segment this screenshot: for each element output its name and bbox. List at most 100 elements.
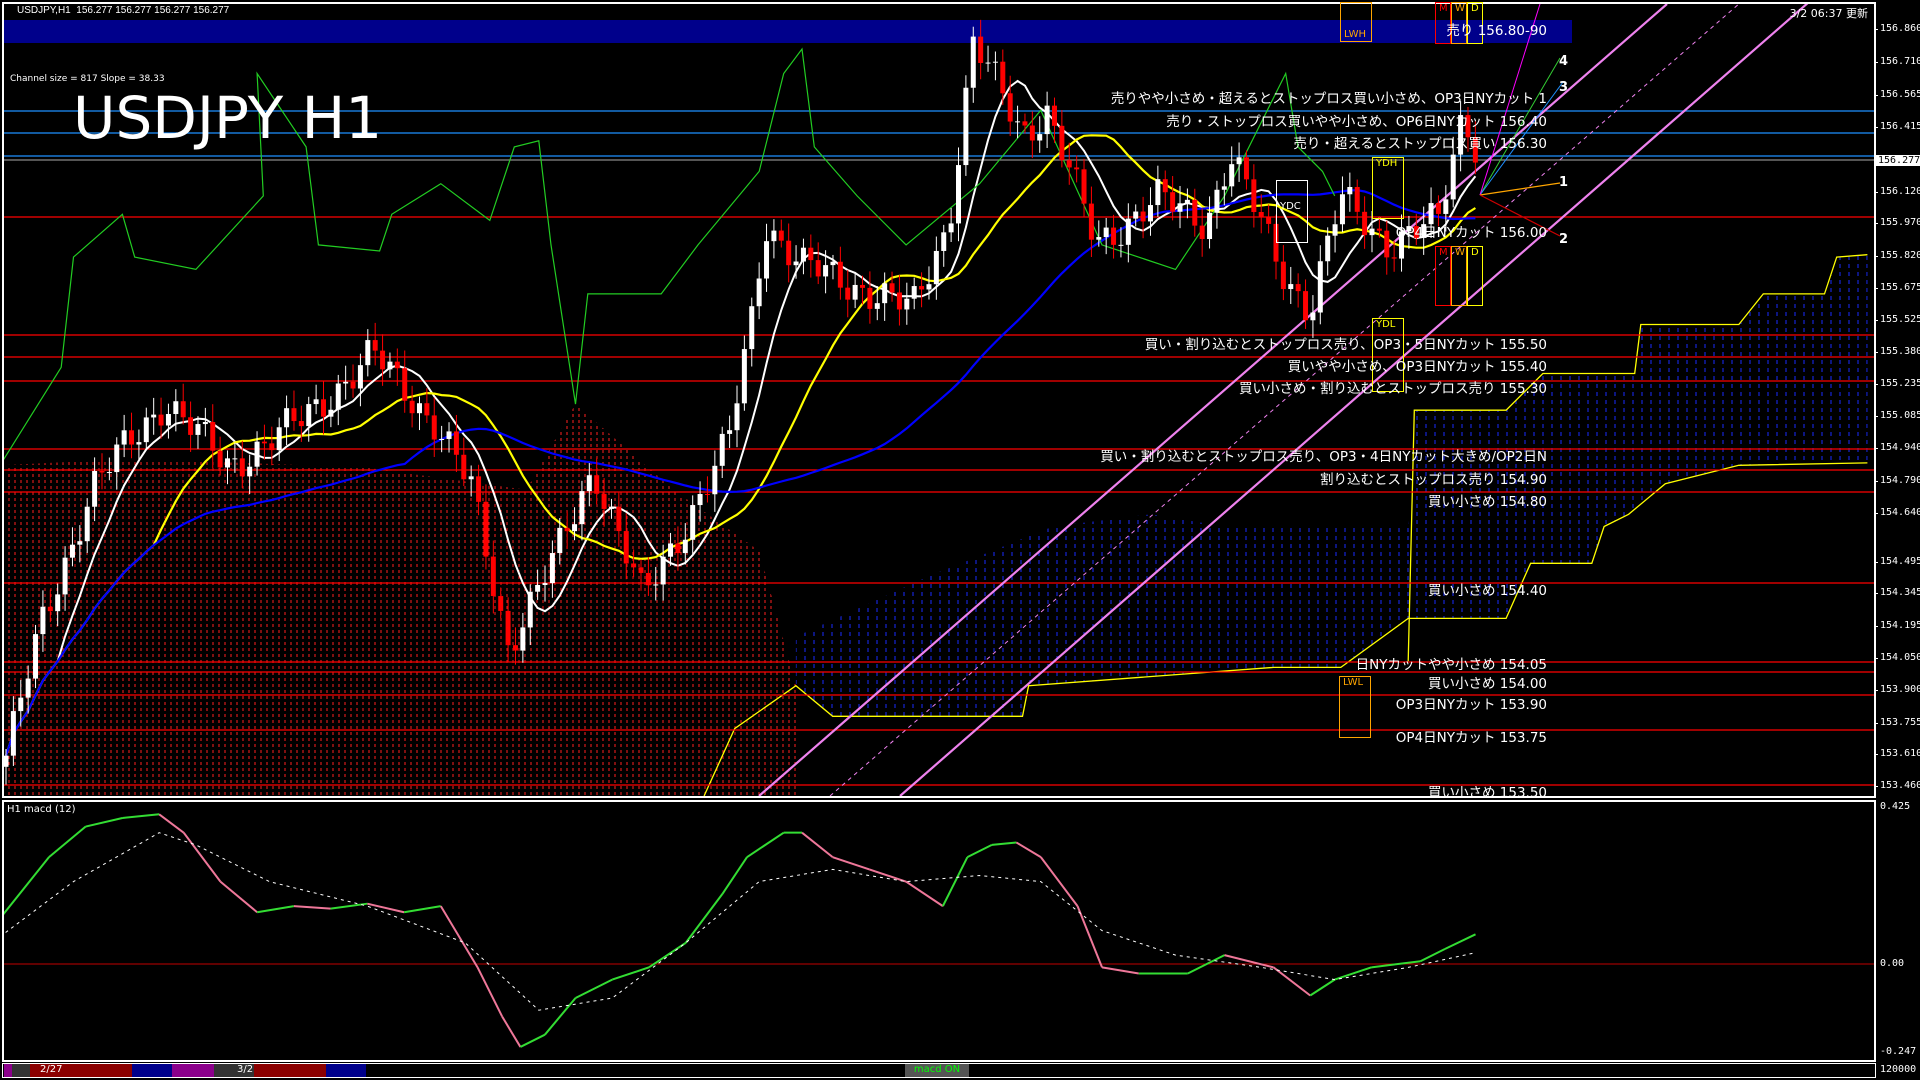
chart-title: USDJPY H1 <box>73 84 383 152</box>
macd-line-segment <box>501 1015 522 1048</box>
candle-body <box>933 250 939 285</box>
w-label-lower: W <box>1455 247 1465 258</box>
candle-body <box>25 678 31 698</box>
axis-tick <box>1874 658 1878 659</box>
macd-line-segment <box>1224 954 1274 969</box>
candle-body <box>882 283 888 304</box>
candle-body <box>978 36 984 63</box>
ydc-label: YDC <box>1280 201 1301 212</box>
fan-line-2 <box>1479 194 1561 237</box>
axis-tick <box>1874 192 1878 193</box>
candle-body <box>151 414 157 418</box>
candle-body <box>1310 312 1316 321</box>
candle-body <box>800 247 806 262</box>
m-box-lower: M <box>1435 246 1451 306</box>
price-axis-label: 155.820 <box>1880 250 1920 261</box>
macd-line-segment <box>1101 966 1139 975</box>
candle-body <box>557 527 563 554</box>
candle-body <box>1000 61 1006 94</box>
price-chart-panel[interactable] <box>2 2 1876 798</box>
candle-body <box>1066 160 1072 168</box>
price-axis-label: 156.710 <box>1880 56 1920 67</box>
candle-body <box>165 414 171 426</box>
price-axis-label: 154.940 <box>1880 442 1920 453</box>
candle-body <box>402 368 408 401</box>
price-axis-label: 156.565 <box>1880 89 1920 100</box>
candle-body <box>845 287 851 300</box>
cloud-span-a-line <box>1407 254 1868 662</box>
candle-body <box>232 458 238 460</box>
candle-body <box>121 430 127 445</box>
ohlc-values: 156.277 156.277 156.277 156.277 <box>76 5 230 16</box>
axis-tick <box>1874 95 1878 96</box>
macd-line-segment <box>219 880 258 914</box>
candle-body <box>734 403 740 431</box>
candle-body <box>712 465 718 495</box>
w-box-lower: W <box>1451 246 1467 306</box>
candle-body <box>1362 211 1368 236</box>
price-axis-label: 155.380 <box>1880 346 1920 357</box>
candle-body <box>1229 164 1235 187</box>
candle-body <box>483 501 489 557</box>
candle-body <box>1435 203 1441 214</box>
candle-body <box>808 247 814 261</box>
axis-tick <box>1874 513 1878 514</box>
candle-body <box>1458 115 1464 155</box>
macd-line-segment <box>966 844 993 859</box>
macd-line-segment <box>801 831 834 858</box>
candle-body <box>1450 154 1456 200</box>
session-segment <box>12 1064 30 1077</box>
candle-body <box>1133 211 1139 219</box>
candle-body <box>446 431 452 439</box>
candle-body <box>380 350 386 370</box>
macd-line-segment <box>575 978 613 999</box>
price-axis-label: 153.610 <box>1880 748 1920 759</box>
candle-body <box>40 606 46 635</box>
macd-line-segment <box>4 856 50 915</box>
candle-body <box>1111 227 1117 245</box>
candle-body <box>889 283 895 293</box>
candle-body <box>247 466 253 477</box>
candle-body <box>92 471 98 507</box>
macd-line-segment <box>1040 856 1079 907</box>
candle-body <box>535 585 541 592</box>
macd-toggle-button[interactable]: macd ON <box>905 1064 969 1077</box>
candle-body <box>1243 157 1249 180</box>
d-label-lower: D <box>1471 247 1479 258</box>
candle-body <box>350 381 356 389</box>
candle-body <box>1472 137 1478 163</box>
axis-tick <box>1874 320 1878 321</box>
candle-body <box>1295 284 1301 292</box>
candle-body <box>4 755 9 767</box>
macd-line-segment <box>1076 905 1103 968</box>
axis-tick <box>1874 29 1878 30</box>
price-axis-label: 155.085 <box>1880 410 1920 421</box>
channel-lower-line <box>899 4 1809 796</box>
candle-body <box>188 417 194 435</box>
candle-body <box>837 261 843 288</box>
candle-body <box>1413 226 1419 238</box>
macd-line-segment <box>832 856 870 871</box>
candle-body <box>1354 187 1360 212</box>
d-box-lower: D <box>1467 246 1483 306</box>
macd-panel[interactable] <box>2 800 1876 1062</box>
candle-body <box>860 284 866 288</box>
price-axis-label: 154.345 <box>1880 587 1920 598</box>
candle-body <box>638 567 644 573</box>
candle-body <box>867 287 873 309</box>
cloud-span-b-line <box>703 462 1868 796</box>
candle-body <box>1428 203 1434 225</box>
macd-signal-line <box>4 832 1476 1011</box>
ma-long-line <box>4 189 1476 757</box>
macd-line-segment <box>1444 933 1476 950</box>
candle-body <box>409 400 415 414</box>
candle-body <box>321 399 327 417</box>
axis-tick <box>1874 593 1878 594</box>
axis-tick <box>1874 416 1878 417</box>
candle-body <box>180 401 186 418</box>
level-label: 買い小さめ・割り込むとストップロス売り 155.30 <box>1238 381 1547 397</box>
candle-body <box>793 261 799 266</box>
ydl-label: YDL <box>1376 319 1396 330</box>
candle-body <box>1074 167 1080 170</box>
axis-tick <box>1874 562 1878 563</box>
